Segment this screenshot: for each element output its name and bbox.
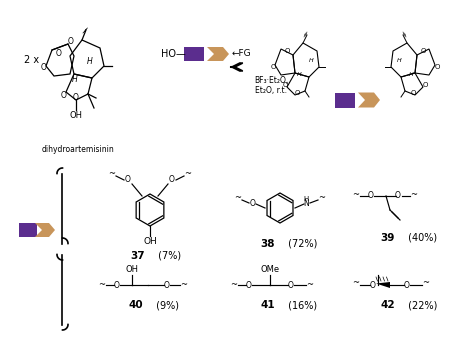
Text: (72%): (72%) — [285, 239, 318, 249]
Text: (7%): (7%) — [155, 251, 181, 261]
Text: H: H — [72, 76, 78, 84]
Text: O: O — [283, 82, 288, 88]
Text: 41: 41 — [260, 300, 275, 310]
Text: H: H — [297, 73, 301, 78]
Text: OH: OH — [70, 111, 82, 120]
Polygon shape — [35, 223, 55, 237]
Text: ~: ~ — [319, 194, 326, 202]
Text: Et₂O, r.t.: Et₂O, r.t. — [255, 86, 287, 94]
Text: O: O — [284, 48, 290, 54]
Polygon shape — [207, 47, 229, 61]
Text: O: O — [73, 93, 79, 103]
Text: BF₃·Et₂O,: BF₃·Et₂O, — [254, 76, 288, 84]
Text: O: O — [125, 175, 131, 184]
Text: O: O — [410, 90, 416, 96]
Text: (9%): (9%) — [153, 300, 179, 310]
Text: 38: 38 — [261, 239, 275, 249]
Text: O: O — [370, 280, 376, 289]
Text: H: H — [409, 73, 413, 78]
Text: O: O — [250, 198, 256, 208]
Text: OMe: OMe — [260, 264, 280, 274]
Text: O: O — [114, 280, 120, 289]
Text: O: O — [270, 64, 276, 70]
Text: O: O — [420, 48, 426, 54]
Text: O: O — [68, 38, 74, 47]
Text: O: O — [288, 280, 294, 289]
Text: ~: ~ — [353, 190, 359, 199]
Text: ~: ~ — [410, 190, 418, 199]
Text: ~: ~ — [109, 170, 116, 179]
Text: 2 x: 2 x — [24, 55, 39, 65]
Text: ~: ~ — [99, 280, 106, 289]
Text: O: O — [164, 280, 170, 289]
Text: ~: ~ — [307, 280, 313, 289]
Text: 42: 42 — [380, 300, 395, 310]
Text: O: O — [246, 280, 252, 289]
Polygon shape — [376, 282, 390, 288]
Text: O: O — [61, 92, 67, 101]
Text: ~: ~ — [235, 194, 241, 202]
Bar — [184, 47, 204, 61]
Text: O: O — [368, 192, 374, 200]
Text: H: H — [87, 57, 93, 66]
Text: ~: ~ — [422, 278, 429, 288]
Text: (40%): (40%) — [405, 233, 437, 243]
Text: O: O — [294, 90, 300, 96]
Text: (22%): (22%) — [405, 300, 438, 310]
Text: ~: ~ — [181, 280, 188, 289]
Text: O: O — [434, 64, 440, 70]
Text: O: O — [169, 175, 175, 184]
Polygon shape — [358, 92, 380, 107]
Text: OH: OH — [143, 237, 157, 246]
Text: H: H — [303, 196, 309, 202]
Text: HO—: HO— — [161, 49, 186, 59]
Text: 39: 39 — [381, 233, 395, 243]
Text: O: O — [422, 82, 428, 88]
Text: ~: ~ — [230, 280, 237, 289]
Text: ~: ~ — [353, 278, 359, 288]
Text: O: O — [41, 64, 47, 73]
Text: O: O — [404, 280, 410, 289]
Text: O: O — [395, 192, 401, 200]
Text: ←FG: ←FG — [232, 50, 252, 58]
Text: dihydroartemisinin: dihydroartemisinin — [42, 145, 115, 155]
Text: 40: 40 — [128, 300, 143, 310]
Bar — [335, 92, 355, 107]
Text: O: O — [56, 50, 62, 58]
Text: OH: OH — [126, 264, 138, 274]
Text: H: H — [397, 58, 401, 64]
Text: N: N — [303, 199, 309, 209]
Text: H: H — [309, 58, 313, 64]
Text: 37: 37 — [130, 251, 145, 261]
Bar — [19, 223, 37, 237]
Text: (16%): (16%) — [285, 300, 317, 310]
Text: ~: ~ — [184, 170, 191, 179]
